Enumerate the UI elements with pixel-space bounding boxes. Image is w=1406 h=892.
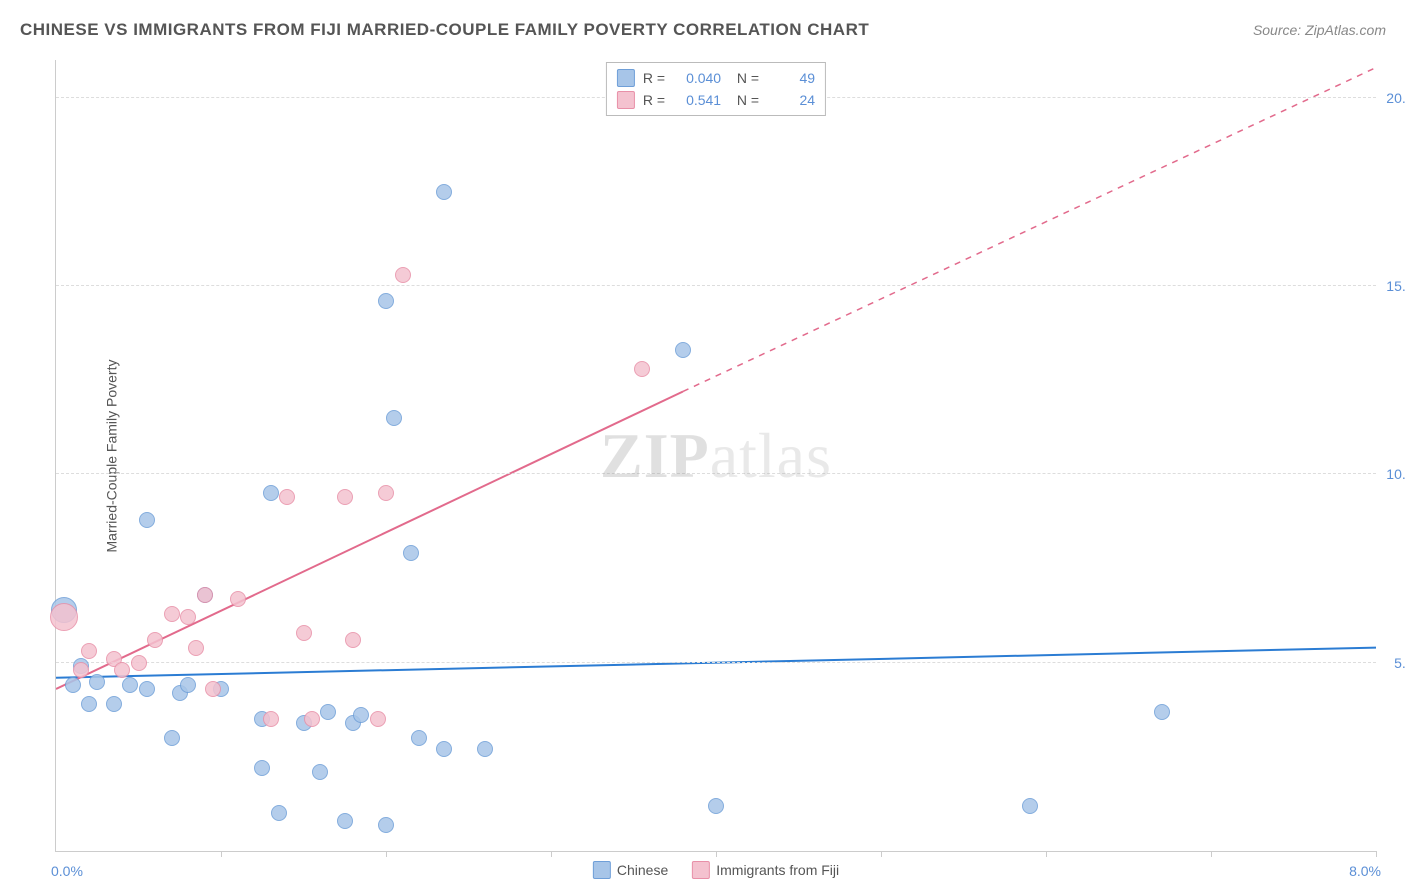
scatter-point (378, 817, 394, 833)
x-tick (881, 851, 882, 857)
scatter-point (254, 760, 270, 776)
trend-lines (56, 60, 1376, 851)
x-tick (1046, 851, 1047, 857)
stat-n-label: N = (729, 92, 759, 108)
legend-item-chinese: Chinese (593, 861, 668, 879)
legend-swatch-fiji (692, 861, 710, 879)
scatter-point (81, 643, 97, 659)
scatter-point (378, 293, 394, 309)
scatter-point (139, 512, 155, 528)
scatter-point (188, 640, 204, 656)
chart-title: CHINESE VS IMMIGRANTS FROM FIJI MARRIED-… (20, 20, 869, 40)
scatter-point (386, 410, 402, 426)
x-tick (1211, 851, 1212, 857)
scatter-point (180, 677, 196, 693)
scatter-point (263, 711, 279, 727)
legend-stats: R = 0.040 N = 49 R = 0.541 N = 24 (606, 62, 826, 116)
scatter-point (634, 361, 650, 377)
scatter-point (395, 267, 411, 283)
scatter-point (106, 696, 122, 712)
scatter-point (320, 704, 336, 720)
scatter-point (353, 707, 369, 723)
x-tick (716, 851, 717, 857)
scatter-point (205, 681, 221, 697)
chart-container: Married-Couple Family Poverty ZIPatlas R… (55, 60, 1376, 852)
scatter-point (304, 711, 320, 727)
scatter-point (197, 587, 213, 603)
stat-r-label: R = (643, 92, 665, 108)
plot-area: ZIPatlas R = 0.040 N = 49 R = 0.541 N = … (55, 60, 1376, 852)
scatter-point (89, 674, 105, 690)
legend-stats-row-1: R = 0.040 N = 49 (617, 67, 815, 89)
stat-n-value-1: 49 (767, 70, 815, 86)
stat-r-value-2: 0.541 (673, 92, 721, 108)
scatter-point (337, 489, 353, 505)
scatter-point (403, 545, 419, 561)
legend-swatch-chinese (617, 69, 635, 87)
legend-label-fiji: Immigrants from Fiji (716, 862, 839, 878)
scatter-point (122, 677, 138, 693)
scatter-point (139, 681, 155, 697)
x-end-label: 8.0% (1349, 863, 1381, 879)
scatter-point (345, 632, 361, 648)
scatter-point (73, 662, 89, 678)
scatter-point (1022, 798, 1038, 814)
y-tick-label: 15.0% (1386, 278, 1406, 294)
legend-swatch-fiji (617, 91, 635, 109)
scatter-point (164, 730, 180, 746)
legend-stats-row-2: R = 0.541 N = 24 (617, 89, 815, 111)
scatter-point (675, 342, 691, 358)
scatter-point (147, 632, 163, 648)
scatter-point (114, 662, 130, 678)
watermark-zip: ZIP (600, 420, 710, 491)
scatter-point (477, 741, 493, 757)
scatter-point (312, 764, 328, 780)
y-tick-label: 20.0% (1386, 90, 1406, 106)
chart-source: Source: ZipAtlas.com (1253, 22, 1386, 38)
scatter-point (370, 711, 386, 727)
scatter-point (230, 591, 246, 607)
scatter-point (164, 606, 180, 622)
scatter-point (279, 489, 295, 505)
chart-header: CHINESE VS IMMIGRANTS FROM FIJI MARRIED-… (20, 20, 1386, 40)
scatter-point (411, 730, 427, 746)
scatter-point (180, 609, 196, 625)
scatter-point (131, 655, 147, 671)
scatter-point (708, 798, 724, 814)
x-tick (1376, 851, 1377, 857)
scatter-point (50, 603, 78, 631)
watermark-atlas: atlas (710, 420, 832, 491)
x-origin-label: 0.0% (51, 863, 83, 879)
y-tick-label: 5.0% (1394, 655, 1406, 671)
scatter-point (436, 741, 452, 757)
watermark: ZIPatlas (600, 419, 832, 493)
gridline (56, 662, 1376, 663)
legend-swatch-chinese (593, 861, 611, 879)
scatter-point (271, 805, 287, 821)
scatter-point (337, 813, 353, 829)
stat-r-label: R = (643, 70, 665, 86)
scatter-point (378, 485, 394, 501)
stat-n-value-2: 24 (767, 92, 815, 108)
legend-item-fiji: Immigrants from Fiji (692, 861, 839, 879)
x-tick (221, 851, 222, 857)
legend-series: Chinese Immigrants from Fiji (593, 861, 839, 879)
x-tick (386, 851, 387, 857)
scatter-point (263, 485, 279, 501)
scatter-point (436, 184, 452, 200)
gridline (56, 473, 1376, 474)
gridline (56, 285, 1376, 286)
x-tick (551, 851, 552, 857)
stat-r-value-1: 0.040 (673, 70, 721, 86)
stat-n-label: N = (729, 70, 759, 86)
scatter-point (296, 625, 312, 641)
scatter-point (81, 696, 97, 712)
legend-label-chinese: Chinese (617, 862, 668, 878)
scatter-point (65, 677, 81, 693)
y-tick-label: 10.0% (1386, 466, 1406, 482)
scatter-point (1154, 704, 1170, 720)
